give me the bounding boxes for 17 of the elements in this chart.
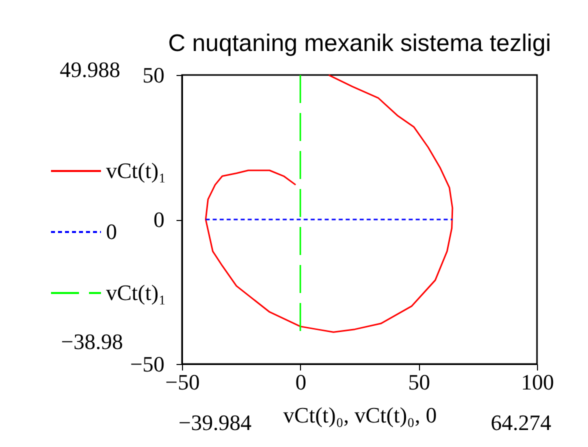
text: 49.988 [60,57,120,82]
x-tick-label: 100 [521,370,554,394]
x-tick-label: −50 [165,370,200,394]
x-tick-label: 0 [295,370,306,394]
line-series [204,74,454,333]
text: −39.984 [178,410,252,435]
y-tick-label: 50 [142,62,164,88]
y-tick-label: 0 [154,207,164,232]
x-axis-title: vCt(t)₀, vCt(t)₀, 0 [283,402,437,428]
text: −38.98 [61,329,123,354]
legend-label: vCt(t)₁ [106,280,166,305]
text: 64.274 [490,410,552,435]
chart-title: C nuqtaning mexanik sistema tezligi [168,30,551,57]
legend-label: 0 [106,219,117,244]
y-tick-label: −50 [130,352,164,376]
x-tick-label: 50 [408,370,430,394]
legend-label: vCt(t)₁ [106,158,166,183]
